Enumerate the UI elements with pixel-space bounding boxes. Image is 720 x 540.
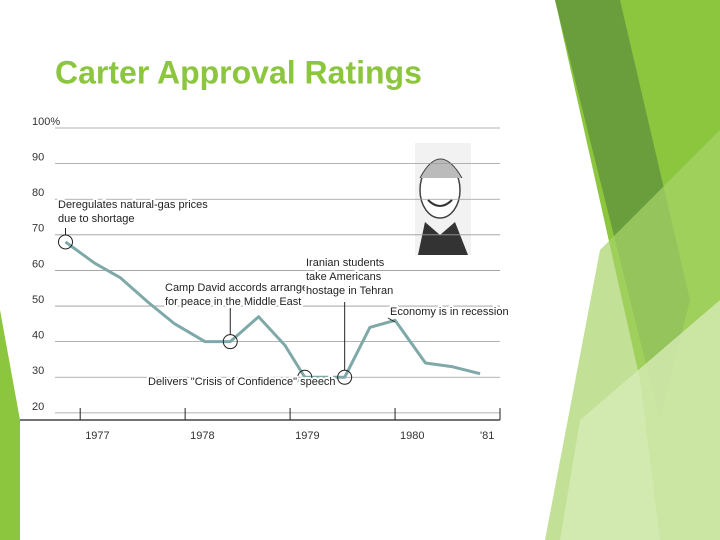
- y-tick-label: 40: [32, 330, 44, 342]
- y-tick-label: 60: [32, 258, 44, 270]
- annotation: hostage in Tehran: [306, 285, 393, 297]
- x-tick-label: 1979: [295, 430, 319, 442]
- annotation: Economy is in recession: [390, 306, 509, 318]
- x-tick-label: 1978: [190, 430, 214, 442]
- y-tick-label: 50: [32, 294, 44, 306]
- portrait-suit: [418, 222, 468, 255]
- annotation: Camp David accords arrange: [165, 282, 308, 294]
- x-tick-label: '81: [480, 430, 494, 442]
- approval-line: [64, 240, 481, 379]
- y-tick-label: 100%: [32, 116, 60, 128]
- annotation-leader: [387, 317, 396, 323]
- annotation: take Americans: [306, 271, 382, 283]
- y-tick-label: 80: [32, 187, 44, 199]
- slide-title: Carter Approval Ratings: [55, 54, 422, 90]
- annotation: for peace in the Middle East: [165, 296, 301, 308]
- x-tick-label: 1977: [85, 430, 109, 442]
- deco-shape: [560, 300, 720, 540]
- y-tick-label: 20: [32, 401, 44, 413]
- y-tick-label: 70: [32, 223, 44, 235]
- annotation: Delivers "Crisis of Confidence" speech: [148, 376, 336, 388]
- y-tick-label: 90: [32, 152, 44, 164]
- annotation: due to shortage: [58, 213, 134, 225]
- deco-shape: [0, 310, 20, 540]
- x-tick-label: 1980: [400, 430, 424, 442]
- annotation: Deregulates natural-gas prices: [58, 199, 208, 211]
- portrait-smile: [427, 199, 453, 207]
- highlight-circle: [297, 369, 313, 385]
- y-tick-label: 30: [32, 365, 44, 377]
- annotation: Iranian students: [306, 257, 385, 269]
